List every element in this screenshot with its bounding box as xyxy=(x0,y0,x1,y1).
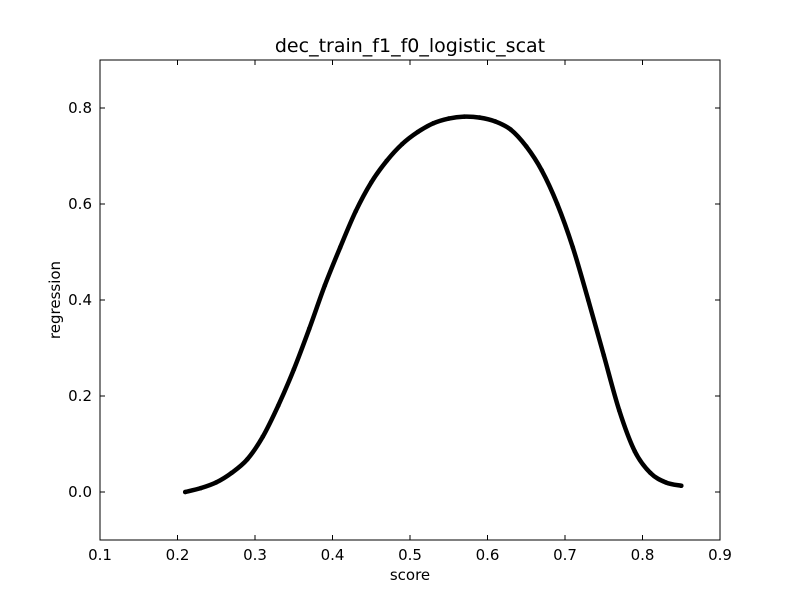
x-tick-label: 0.8 xyxy=(631,546,655,564)
data-point xyxy=(570,244,576,250)
y-tick-label: 0.2 xyxy=(68,387,92,405)
x-tick-label: 0.2 xyxy=(166,546,190,564)
data-point xyxy=(492,119,498,124)
data-point xyxy=(430,121,436,126)
data-point xyxy=(415,129,421,135)
chart-title: dec_train_f1_f0_logistic_scat xyxy=(275,35,545,57)
x-tick-label: 0.1 xyxy=(88,546,112,564)
data-point xyxy=(585,297,591,303)
data-point xyxy=(213,480,219,485)
data-point xyxy=(244,457,250,462)
y-tick-label: 0.0 xyxy=(68,483,92,501)
x-tick-label: 0.6 xyxy=(476,546,500,564)
x-tick-label: 0.7 xyxy=(553,546,577,564)
data-point xyxy=(523,144,529,149)
data-point xyxy=(632,448,638,454)
plot-area: 0.1 0.2 0.3 0.4 0.5 0.6 0.7 0.8 0.9 0.0 0.2 0.4 0.6 0… xyxy=(68,59,732,564)
data-point xyxy=(368,180,374,185)
data-point xyxy=(554,201,560,207)
data-point xyxy=(353,208,359,214)
data-point xyxy=(477,115,483,120)
y-axis-label: regression xyxy=(46,261,64,339)
data-point xyxy=(647,470,653,476)
data-point xyxy=(678,483,684,489)
data-point xyxy=(446,116,452,121)
y-tick-label: 0.8 xyxy=(68,99,92,117)
x-tick-label: 0.4 xyxy=(321,546,345,564)
data-point xyxy=(322,283,328,288)
x-axis-label: score xyxy=(390,566,430,584)
data-point xyxy=(539,168,545,173)
data-point xyxy=(616,408,622,413)
data-point xyxy=(508,127,514,132)
data-point xyxy=(601,352,607,358)
data-point xyxy=(260,434,266,440)
x-tick-label: 0.3 xyxy=(243,546,267,564)
x-tick-label: 0.5 xyxy=(398,546,422,564)
data-point xyxy=(229,470,235,476)
x-tick-label: 0.9 xyxy=(708,546,732,564)
data-point xyxy=(182,489,188,495)
data-point xyxy=(399,141,405,147)
data-point xyxy=(663,480,669,485)
data-point xyxy=(461,114,467,119)
y-tick-label: 0.4 xyxy=(68,291,92,309)
data-point xyxy=(198,485,204,491)
data-point xyxy=(384,158,390,164)
y-tick-label: 0.6 xyxy=(68,195,92,213)
data-point xyxy=(291,367,297,372)
data-point xyxy=(275,403,281,408)
data-point xyxy=(337,244,343,250)
data-point xyxy=(306,326,312,332)
